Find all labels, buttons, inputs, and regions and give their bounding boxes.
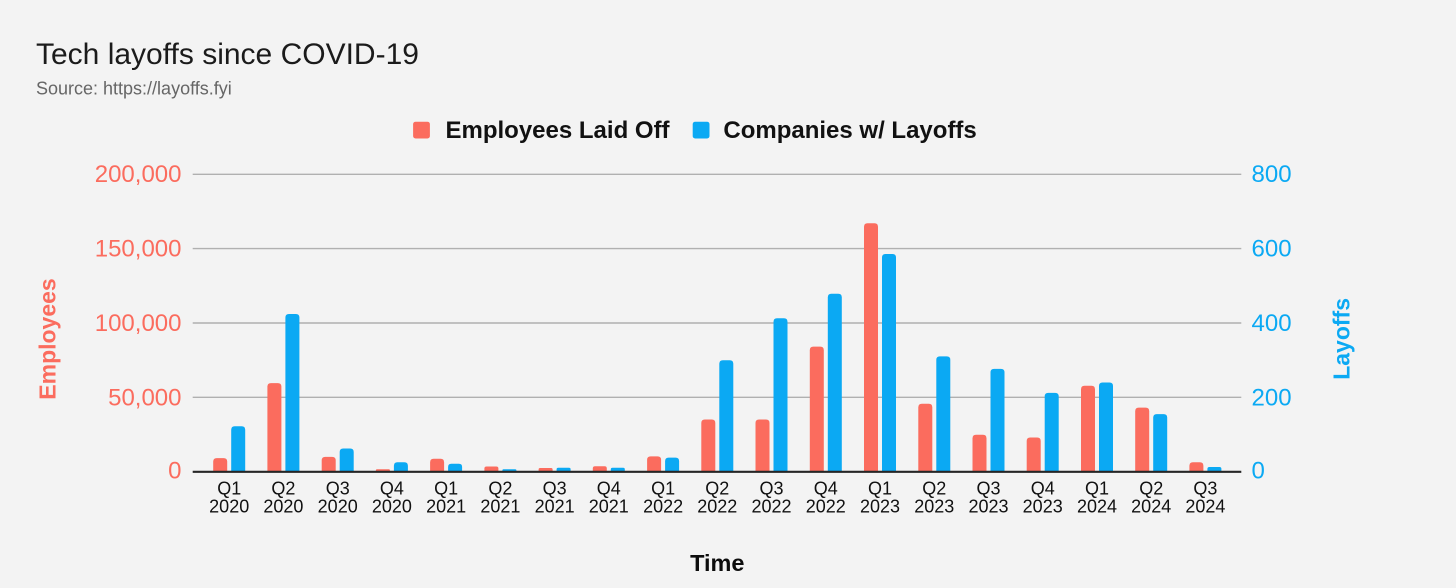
svg-text:Q1: Q1	[217, 478, 241, 498]
svg-text:Tech layoffs since COVID-19: Tech layoffs since COVID-19	[36, 38, 419, 71]
svg-text:600: 600	[1252, 236, 1292, 263]
svg-text:150,000: 150,000	[95, 236, 182, 263]
svg-text:2023: 2023	[1023, 496, 1063, 516]
svg-text:Employees: Employees	[34, 278, 60, 399]
svg-text:0: 0	[168, 458, 181, 485]
svg-text:Q1: Q1	[1085, 478, 1109, 498]
svg-text:Employees Laid Off: Employees Laid Off	[446, 117, 671, 144]
svg-text:2022: 2022	[697, 496, 737, 516]
svg-text:Q2: Q2	[271, 478, 295, 498]
svg-text:Q3: Q3	[976, 478, 1000, 498]
svg-text:Layoffs: Layoffs	[1329, 298, 1355, 380]
svg-text:2021: 2021	[589, 496, 629, 516]
svg-text:Q1: Q1	[651, 478, 675, 498]
svg-text:0: 0	[1252, 458, 1265, 485]
svg-text:2023: 2023	[968, 496, 1008, 516]
svg-text:800: 800	[1252, 161, 1292, 188]
svg-text:2020: 2020	[263, 496, 303, 516]
svg-text:Q2: Q2	[922, 478, 946, 498]
svg-text:2022: 2022	[643, 496, 683, 516]
svg-text:Q3: Q3	[1193, 478, 1217, 498]
svg-text:Q1: Q1	[434, 478, 458, 498]
svg-text:400: 400	[1252, 310, 1292, 337]
svg-text:Q3: Q3	[759, 478, 783, 498]
svg-text:100,000: 100,000	[95, 310, 182, 337]
svg-text:2024: 2024	[1077, 496, 1117, 516]
svg-text:200,000: 200,000	[95, 161, 182, 188]
svg-text:2021: 2021	[426, 496, 466, 516]
svg-text:2022: 2022	[806, 496, 846, 516]
svg-text:Q3: Q3	[543, 478, 567, 498]
svg-text:2023: 2023	[860, 496, 900, 516]
svg-text:2020: 2020	[318, 496, 358, 516]
svg-text:2021: 2021	[480, 496, 520, 516]
svg-text:Q2: Q2	[705, 478, 729, 498]
svg-text:2023: 2023	[914, 496, 954, 516]
svg-text:2020: 2020	[209, 496, 249, 516]
svg-text:Q1: Q1	[868, 478, 892, 498]
svg-text:Companies w/ Layoffs: Companies w/ Layoffs	[723, 117, 976, 144]
svg-text:Q4: Q4	[380, 478, 404, 498]
svg-text:Q4: Q4	[1031, 478, 1055, 498]
svg-text:2024: 2024	[1131, 496, 1171, 516]
svg-text:Q4: Q4	[597, 478, 621, 498]
svg-text:50,000: 50,000	[108, 385, 181, 412]
svg-text:2021: 2021	[535, 496, 575, 516]
svg-text:2024: 2024	[1185, 496, 1225, 516]
svg-text:2022: 2022	[751, 496, 791, 516]
svg-text:Q3: Q3	[326, 478, 350, 498]
svg-text:Q4: Q4	[814, 478, 838, 498]
svg-text:Q2: Q2	[488, 478, 512, 498]
svg-text:Q2: Q2	[1139, 478, 1163, 498]
svg-text:Time: Time	[690, 550, 744, 576]
svg-text:200: 200	[1252, 385, 1292, 412]
svg-text:2020: 2020	[372, 496, 412, 516]
svg-text:Source: https://layoffs.fyi: Source: https://layoffs.fyi	[36, 79, 232, 99]
